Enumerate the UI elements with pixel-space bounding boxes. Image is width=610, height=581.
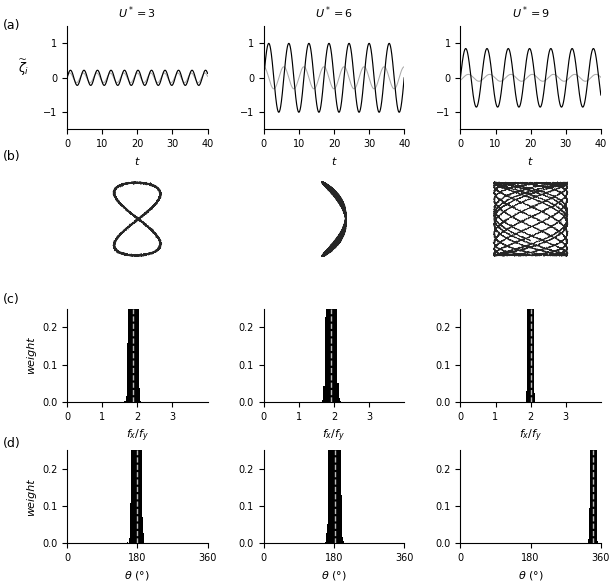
Bar (595, 2, 596, 543)
Bar (532, 0, 533, 402)
Bar (133, 0, 134, 543)
Bar (137, 0, 138, 543)
Bar (325, 542, 326, 543)
X-axis label: $\theta$ (°): $\theta$ (°) (518, 569, 544, 581)
Bar (134, 0, 135, 402)
Bar (527, 103, 528, 402)
Bar (127, 542, 128, 543)
Bar (335, 0, 336, 402)
Bar (138, 0, 140, 543)
Bar (329, 347, 330, 543)
Bar (134, 0, 135, 543)
Bar (333, 0, 334, 543)
Bar (533, 138, 534, 402)
Bar (343, 540, 344, 543)
Bar (337, 0, 338, 543)
Bar (592, 0, 593, 543)
Bar (135, 0, 136, 543)
Bar (336, 267, 337, 402)
Bar (326, 0, 327, 402)
X-axis label: $t$: $t$ (527, 155, 534, 167)
Bar (332, 0, 333, 402)
Bar (129, 532, 131, 543)
X-axis label: $\theta$ (°): $\theta$ (°) (124, 569, 150, 581)
Bar (325, 317, 326, 402)
Bar (529, 0, 531, 402)
Bar (327, 524, 328, 543)
Bar (340, 431, 341, 543)
Text: (b): (b) (3, 150, 21, 163)
Bar (132, 55, 133, 543)
Bar (337, 383, 339, 402)
Y-axis label: $\widetilde{\zeta}_i$: $\widetilde{\zeta}_i$ (18, 58, 29, 78)
Bar (342, 537, 343, 543)
X-axis label: $f_x/f_y$: $f_x/f_y$ (519, 427, 542, 443)
Bar (143, 542, 145, 543)
Bar (341, 494, 342, 543)
Bar (596, 417, 597, 543)
Bar (138, 389, 140, 402)
Bar (137, 307, 138, 402)
Bar (591, 0, 592, 543)
Text: (d): (d) (3, 437, 21, 450)
Bar (339, 399, 340, 402)
Bar (142, 517, 143, 543)
X-axis label: $t$: $t$ (331, 155, 337, 167)
Bar (129, 0, 131, 402)
Bar (141, 359, 142, 543)
Bar (330, 152, 331, 543)
Y-axis label: weight: weight (26, 478, 37, 515)
Bar (127, 343, 128, 402)
Bar (126, 396, 127, 402)
X-axis label: $f_x/f_y$: $f_x/f_y$ (323, 427, 345, 443)
Bar (131, 444, 132, 543)
Bar (136, 0, 137, 543)
Title: $U^* = $3: $U^* = $3 (118, 5, 156, 21)
Bar (335, 0, 336, 543)
X-axis label: $t$: $t$ (134, 155, 141, 167)
Bar (526, 391, 527, 402)
Bar (331, 0, 332, 402)
Bar (322, 400, 323, 402)
Bar (589, 508, 590, 543)
Bar (331, 0, 332, 543)
Bar (140, 116, 141, 543)
Bar (597, 541, 598, 543)
Text: (a): (a) (3, 19, 21, 31)
Bar (588, 539, 589, 543)
Bar (338, 0, 339, 543)
Bar (334, 0, 335, 402)
Bar (323, 386, 325, 402)
Bar (531, 0, 532, 402)
Bar (132, 0, 134, 402)
Bar (329, 0, 331, 402)
Bar (328, 435, 329, 543)
Y-axis label: weight: weight (26, 336, 37, 374)
Bar (528, 0, 529, 402)
Bar (128, 27, 129, 402)
Bar (339, 112, 340, 543)
Bar (327, 0, 328, 402)
Bar (333, 0, 334, 402)
Bar (334, 0, 335, 543)
Bar (593, 0, 594, 543)
Bar (328, 0, 329, 402)
Bar (590, 0, 591, 543)
Bar (534, 393, 536, 402)
Text: (c): (c) (3, 293, 20, 306)
Title: $U^* = $9: $U^* = $9 (512, 5, 550, 21)
Bar (135, 0, 136, 402)
Title: $U^* = $6: $U^* = $6 (315, 5, 353, 21)
Bar (136, 0, 137, 402)
X-axis label: $\theta$ (°): $\theta$ (°) (321, 569, 347, 581)
Bar (131, 0, 132, 402)
Bar (326, 533, 327, 543)
Bar (336, 0, 337, 543)
X-axis label: $f_x/f_y$: $f_x/f_y$ (126, 427, 149, 443)
Bar (594, 0, 595, 543)
Bar (332, 0, 333, 543)
